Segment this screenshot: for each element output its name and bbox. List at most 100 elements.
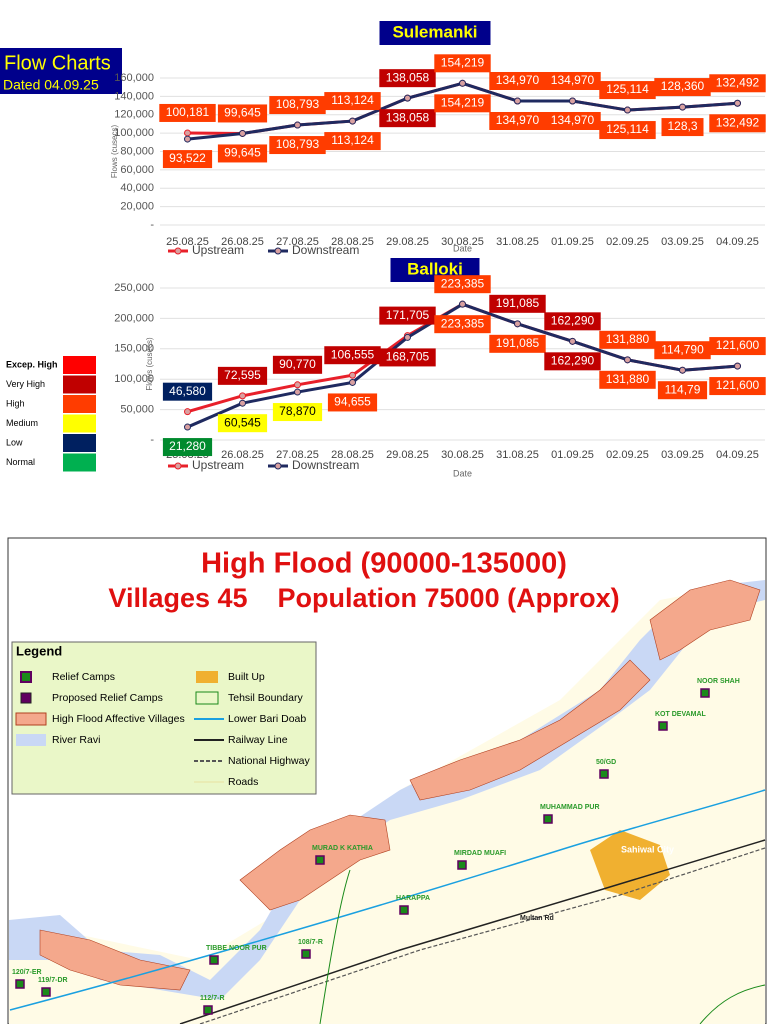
- legend-label: Upstream: [192, 458, 244, 472]
- data-label: 21,280: [169, 439, 206, 453]
- data-label: 138,058: [386, 70, 430, 84]
- data-point: [294, 121, 301, 129]
- x-tick-label: 25.08.25: [166, 236, 209, 248]
- data-label: 131,880: [606, 332, 650, 346]
- data-label: 171,705: [386, 308, 430, 322]
- map-title: Villages 45 Population 75000 (Approx): [108, 583, 619, 613]
- map-legend-label: Lower Bari Doab: [228, 713, 306, 725]
- y-tick-label: 100,000: [114, 373, 154, 385]
- tehsil-boundary: [319, 869, 766, 1025]
- data-label: 154,219: [441, 55, 485, 69]
- lower-bari-doab: [9, 789, 766, 1011]
- data-label: 94,655: [334, 395, 371, 409]
- data-label-box: [272, 355, 323, 374]
- data-label: 113,124: [331, 133, 374, 147]
- x-tick-label: 28.08.25: [331, 449, 374, 461]
- flood-area: [239, 814, 391, 911]
- data-label: 93,522: [169, 151, 206, 165]
- relief-camp: [399, 905, 409, 915]
- data-point: [569, 97, 576, 105]
- data-label-box: [269, 136, 326, 155]
- y-tick-label: 50,000: [120, 404, 154, 416]
- data-label-box: [434, 94, 491, 113]
- data-point: [184, 423, 191, 431]
- legend-symbol: [16, 734, 46, 746]
- x-tick-label: 27.08.25: [276, 449, 319, 461]
- data-label-box: [434, 315, 491, 334]
- map-legend-label: Proposed Relief Camps: [52, 692, 163, 704]
- place-label: Multan Rd: [520, 915, 554, 922]
- relief-camp: [457, 860, 467, 870]
- data-label-box: [599, 330, 656, 349]
- data-label-box: [654, 341, 711, 360]
- map-legend-label: River Ravi: [52, 734, 100, 746]
- x-tick-label: 30.08.25: [441, 449, 484, 461]
- relief-camp: [700, 688, 710, 698]
- flow-legend-swatch: [63, 434, 96, 452]
- data-label: 99,645: [224, 106, 261, 120]
- data-label: 168,705: [386, 350, 430, 364]
- data-label: 78,870: [279, 404, 316, 418]
- place-label: NOOR SHAH: [697, 678, 740, 685]
- place-label: TIBBE NOOR PUR: [206, 945, 267, 952]
- x-tick-label: 28.08.25: [331, 236, 374, 248]
- data-label-box: [489, 334, 546, 353]
- data-label: 46,580: [169, 384, 206, 398]
- data-label: 113,124: [331, 93, 374, 107]
- data-label-box: [489, 294, 546, 313]
- x-tick-label: 01.09.25: [551, 449, 594, 461]
- data-label: 162,290: [551, 313, 595, 327]
- data-label-box: [661, 118, 704, 137]
- data-point: [734, 362, 741, 370]
- data-label-box: [379, 69, 436, 88]
- data-label-box: [159, 103, 216, 122]
- data-label-box: [544, 312, 601, 331]
- place-label: KOT DEVAMAL: [655, 711, 707, 718]
- data-point: [349, 378, 356, 386]
- data-point: [624, 356, 631, 364]
- data-label: 138,058: [386, 110, 430, 124]
- data-label: 121,600: [716, 338, 760, 352]
- data-label: 132,492: [716, 75, 760, 89]
- relief-camp: [15, 979, 25, 989]
- map-legend-label: Roads: [228, 776, 258, 788]
- data-point: [734, 99, 741, 107]
- x-tick-label: 31.08.25: [496, 236, 539, 248]
- data-point: [459, 79, 466, 87]
- data-label-box: [272, 403, 323, 422]
- x-tick-label: 26.08.25: [221, 449, 264, 461]
- map: High Flood (90000-135000) Villages 45 Po…: [7, 537, 767, 1025]
- data-label-box: [162, 150, 213, 169]
- data-point: [459, 300, 466, 308]
- place-label: 50/GD: [596, 759, 616, 766]
- x-tick-label: 03.09.25: [661, 449, 704, 461]
- data-point: [184, 129, 191, 137]
- flood-area: [409, 659, 651, 801]
- data-point: [624, 106, 631, 114]
- x-tick-label: 29.08.25: [386, 449, 429, 461]
- data-label: 134,970: [551, 73, 595, 87]
- header-title: Flow Charts: [4, 52, 111, 74]
- x-tick-label: 04.09.25: [716, 449, 759, 461]
- data-label: 134,970: [496, 113, 540, 127]
- data-label-box: [709, 114, 766, 133]
- legend-symbol: [20, 692, 32, 704]
- data-label: 128,3: [667, 119, 697, 133]
- legend-symbol: [195, 691, 219, 705]
- map-title: High Flood (90000-135000): [201, 548, 567, 580]
- legend-marker: [274, 247, 282, 255]
- data-label-box: [657, 381, 708, 400]
- relief-camp: [543, 814, 553, 824]
- map-legend-label: National Highway: [228, 755, 310, 767]
- data-label-box: [434, 275, 491, 294]
- data-label: 90,770: [279, 357, 316, 371]
- y-tick-label: -: [150, 434, 154, 446]
- place-label: HARAPPA: [396, 895, 430, 902]
- place-label: 108/7-R: [298, 939, 323, 946]
- data-label-box: [654, 78, 711, 97]
- land: [9, 580, 765, 1024]
- data-label-box: [709, 377, 766, 396]
- flood-area: [39, 929, 191, 991]
- data-point: [679, 366, 686, 374]
- data-point: [294, 381, 301, 389]
